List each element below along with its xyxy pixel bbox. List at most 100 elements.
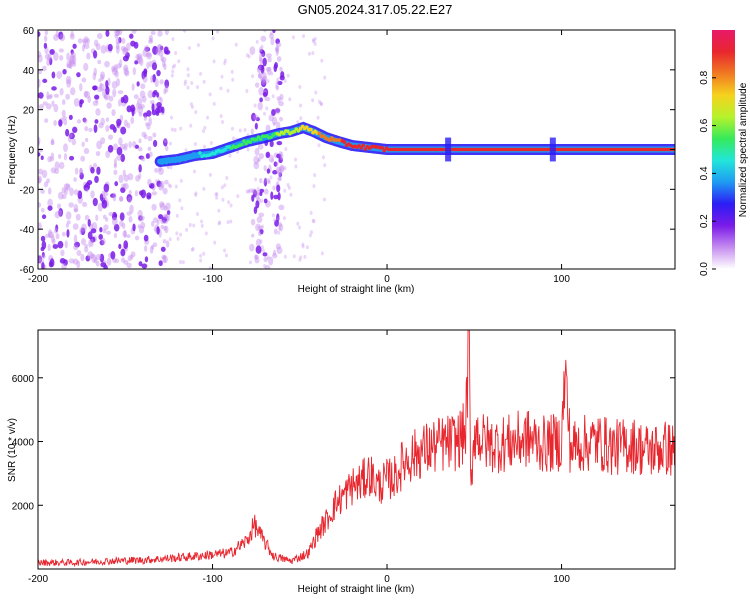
noise-blob xyxy=(223,248,227,253)
noise-blob xyxy=(214,192,218,197)
noise-blob xyxy=(68,202,74,208)
noise-blob xyxy=(83,36,89,44)
noise-blob xyxy=(69,133,73,138)
noise-blob xyxy=(40,207,45,213)
noise-blob xyxy=(298,257,302,262)
noise-blob xyxy=(148,116,152,126)
noise-blob xyxy=(253,161,260,170)
noise-blob xyxy=(276,141,283,146)
noise-blob xyxy=(263,178,268,187)
noise-blob xyxy=(178,259,182,264)
noise-blob xyxy=(163,205,168,212)
noise-blob xyxy=(164,79,170,89)
noise-blob xyxy=(262,180,266,185)
noise-blob xyxy=(134,60,139,65)
noise-blob xyxy=(168,141,172,146)
noise-blob xyxy=(289,192,293,197)
noise-blob xyxy=(38,69,42,75)
noise-blob xyxy=(199,258,203,263)
noise-blob xyxy=(158,260,163,267)
noise-blob xyxy=(76,119,82,124)
top-axis-ticks: -200 -100 0 100 60 40 20 0 -20 -40 -60 xyxy=(20,26,675,285)
noise-blob xyxy=(162,213,169,219)
noise-blob xyxy=(202,251,206,256)
noise-blob xyxy=(38,103,45,110)
noise-blob xyxy=(279,66,283,72)
noise-blob xyxy=(165,145,169,152)
noise-blob xyxy=(189,102,193,107)
noise-blob xyxy=(255,117,260,122)
noise-blob xyxy=(113,232,117,239)
noise-blob xyxy=(311,38,315,43)
noise-blob xyxy=(114,258,120,264)
noise-blob xyxy=(146,192,152,199)
noise-blob xyxy=(283,166,287,171)
noise-blob xyxy=(83,90,89,98)
noise-blob xyxy=(204,231,208,236)
noise-blob xyxy=(100,262,107,268)
noise-blob xyxy=(93,257,98,264)
noise-blob xyxy=(195,85,199,90)
noise-blob xyxy=(137,209,143,218)
noise-blob xyxy=(251,112,256,122)
noise-blob xyxy=(139,57,144,66)
noise-blob xyxy=(47,243,51,252)
noise-blob xyxy=(68,114,73,121)
noise-blob xyxy=(84,137,89,143)
noise-blob xyxy=(96,140,103,150)
noise-blob xyxy=(52,238,56,246)
ridge-point xyxy=(304,125,309,129)
noise-blob xyxy=(259,76,263,81)
noise-blob xyxy=(65,211,72,220)
noise-blob xyxy=(278,173,282,181)
noise-blob xyxy=(58,119,63,127)
noise-blob xyxy=(126,262,132,269)
noise-blob xyxy=(43,35,48,43)
noise-blob xyxy=(44,30,49,36)
noise-blob xyxy=(124,143,129,148)
noise-blob xyxy=(55,30,59,38)
noise-blob xyxy=(276,77,280,82)
ridge-point xyxy=(363,147,368,151)
noise-blob xyxy=(46,91,50,100)
noise-blob xyxy=(275,161,279,166)
noise-blob xyxy=(255,238,262,247)
noise-blob xyxy=(79,227,83,235)
noise-blob xyxy=(48,231,55,239)
noise-blob xyxy=(70,30,74,38)
noise-blob xyxy=(275,47,279,52)
noise-blob xyxy=(170,115,174,120)
noise-blob xyxy=(161,106,165,114)
noise-blob xyxy=(146,123,151,130)
noise-blob xyxy=(163,138,168,147)
noise-blob xyxy=(265,106,269,111)
noise-blob xyxy=(112,126,117,133)
noise-blob xyxy=(113,163,117,169)
noise-blob xyxy=(38,136,41,145)
noise-blob xyxy=(221,197,225,202)
noise-blob xyxy=(50,138,55,146)
noise-blob xyxy=(297,225,301,230)
noise-blob xyxy=(276,246,283,254)
noise-blob xyxy=(208,172,212,177)
noise-blob xyxy=(104,60,110,68)
noise-blob xyxy=(160,219,167,225)
ridge-point xyxy=(240,142,244,147)
snr-series-line xyxy=(38,330,675,568)
noise-blob xyxy=(50,139,55,146)
x-tick-label: 0 xyxy=(384,274,390,285)
noise-blob xyxy=(119,143,126,150)
colorbar-tick-label: 0.4 xyxy=(699,166,710,180)
noise-blob xyxy=(98,122,104,129)
noise-blob xyxy=(183,30,187,33)
noise-blob xyxy=(215,195,219,200)
noise-blob xyxy=(194,191,198,196)
noise-blob xyxy=(56,71,63,79)
noise-blob xyxy=(120,248,126,257)
noise-blob xyxy=(101,199,108,209)
noise-blob xyxy=(272,185,276,191)
noise-blob xyxy=(156,226,160,235)
noise-blob xyxy=(185,227,189,232)
noise-blob xyxy=(271,108,276,116)
noise-blob xyxy=(174,184,178,189)
